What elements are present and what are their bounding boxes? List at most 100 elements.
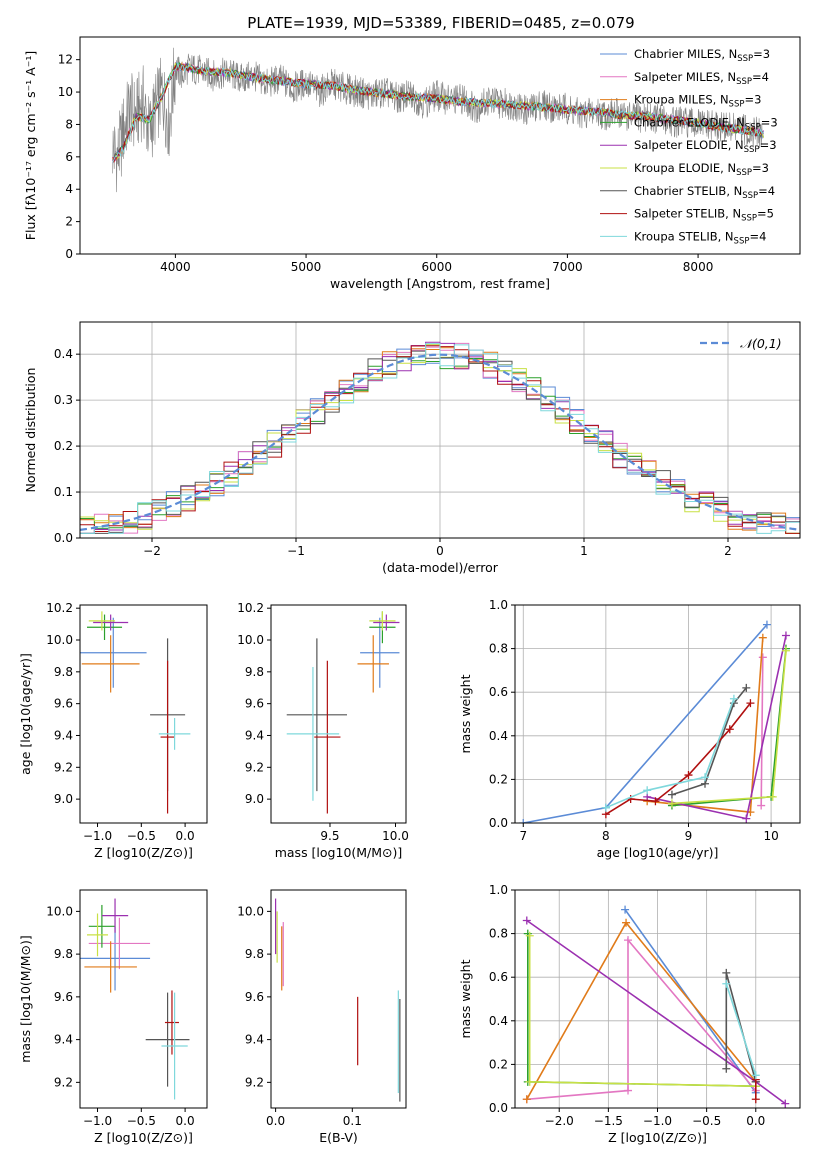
mass-vs-EBV-frame bbox=[270, 889, 407, 1109]
mass-vs-EBV-ytick-label: 9.2 bbox=[245, 1075, 264, 1089]
spectrum-ytick-label: 4 bbox=[65, 182, 73, 196]
series-marker bbox=[751, 1071, 760, 1080]
mass-weight-vs-Z-frame bbox=[514, 889, 801, 1109]
age-vs-mass-frame bbox=[270, 604, 407, 824]
mass-weight-vs-Z-xtick-label: 0.0 bbox=[746, 1114, 765, 1128]
spectrum-xlabel: wavelength [Angstrom, rest frame] bbox=[330, 276, 550, 291]
legend-entry: Chabrier MILES, NSSP=3 bbox=[634, 47, 770, 64]
residual-histogram-ytick-label: 0.3 bbox=[54, 393, 73, 407]
series-line bbox=[605, 702, 752, 815]
age-vs-mass-ytick-label: 9.2 bbox=[245, 760, 264, 774]
age-vs-Z-ytick-label: 10.2 bbox=[46, 601, 73, 615]
age-vs-Z-ytick-label: 9.4 bbox=[54, 728, 73, 742]
mass-vs-Z-ytick-label: 9.4 bbox=[54, 1033, 73, 1047]
mass-weight-vs-Z-ylabel: mass weight bbox=[458, 959, 473, 1038]
legend-entry: Chabrier STELIB, NSSP=4 bbox=[634, 184, 775, 201]
mass-weight-vs-Z-axes: −2.0 −1.5 −1.0 −0.5 0.0 0.0 0.2 0.4 0.6 0.8 1.0 Z [… bbox=[458, 883, 800, 1145]
spectrum-legend: Chabrier MILES, NSSP=3 Salpeter MILES, NS… bbox=[600, 47, 778, 246]
series-line bbox=[671, 648, 787, 807]
series-marker bbox=[651, 797, 660, 806]
mass-weight-vs-age-xtick-label: 8 bbox=[602, 829, 610, 843]
age-vs-Z-xtick-label: −0.5 bbox=[127, 829, 156, 843]
mass-vs-EBV-axes: 0.0 0.1 9.2 9.4 9.6 9.8 10.0 E(B-V) bbox=[237, 904, 362, 1145]
spectrum-xtick-label: 8000 bbox=[683, 260, 714, 274]
legend-entry: Salpeter ELODIE, NSSP=3 bbox=[634, 138, 777, 155]
age-vs-mass-ytick-label: 9.4 bbox=[245, 728, 264, 742]
spectrum-ytick-label: 8 bbox=[65, 117, 73, 131]
age-vs-Z-xtick-label: −1.0 bbox=[83, 829, 112, 843]
mass-weight-vs-Z-ytick-label: 0.0 bbox=[489, 1101, 508, 1115]
legend-entry: Kroupa ELODIE, NSSP=3 bbox=[634, 161, 769, 178]
series-marker bbox=[758, 633, 767, 642]
mass-vs-Z-ytick-label: 9.8 bbox=[54, 947, 73, 961]
legend-entry: Kroupa MILES, NSSP=3 bbox=[634, 93, 761, 110]
mass-weight-vs-Z-xtick-label: −1.5 bbox=[594, 1114, 623, 1128]
mass-weight-vs-Z-ytick-label: 1.0 bbox=[489, 883, 508, 897]
age-vs-Z-ytick-label: 10.0 bbox=[46, 633, 73, 647]
mass-weight-vs-Z-xtick-label: −2.0 bbox=[545, 1114, 574, 1128]
series-marker bbox=[725, 725, 734, 734]
series-marker bbox=[522, 916, 531, 925]
series-marker bbox=[522, 1095, 531, 1104]
age-vs-mass-xlabel: mass [log10(M/M⊙)] bbox=[275, 845, 403, 860]
series-marker bbox=[519, 819, 528, 823]
mass-vs-EBV-xlabel: E(B-V) bbox=[319, 1130, 358, 1145]
mass-vs-Z-ytick-label: 9.2 bbox=[54, 1075, 73, 1089]
age-vs-mass-xtick-label: 10.0 bbox=[382, 829, 409, 843]
mass-vs-Z-axes: −1.0 −0.5 0.0 9.2 9.4 9.6 9.8 10.0 Z [log10(Z/Z⊙… bbox=[18, 904, 195, 1145]
mass-weight-vs-Z-ytick-label: 0.8 bbox=[489, 927, 508, 941]
mass-vs-Z-xtick-label: 0.0 bbox=[176, 1114, 195, 1128]
spectrum-xtick-label: 6000 bbox=[421, 260, 452, 274]
legend-entry: Chabrier ELODIE, NSSP=3 bbox=[634, 115, 778, 132]
mass-vs-Z-ylabel: mass [log10(M/M⊙)] bbox=[18, 935, 33, 1063]
age-vs-Z-xtick-label: 0.0 bbox=[176, 829, 195, 843]
residual-histogram-plot-area bbox=[80, 341, 800, 534]
series-line bbox=[523, 624, 768, 823]
figure-title: PLATE=1939, MJD=53389, FIBERID=0485, z=0… bbox=[247, 14, 634, 32]
mass-vs-EBV-xtick-label: 0.1 bbox=[343, 1114, 362, 1128]
legend-entry: Salpeter STELIB, NSSP=5 bbox=[634, 207, 774, 224]
spectrum-ytick-label: 2 bbox=[65, 215, 73, 229]
mass-weight-vs-Z-plot-area bbox=[522, 905, 790, 1108]
series-line bbox=[526, 919, 786, 1105]
age-vs-Z-ytick-label: 9.8 bbox=[54, 665, 73, 679]
series-marker bbox=[601, 803, 610, 812]
mass-weight-vs-age-xtick-label: 9 bbox=[685, 829, 693, 843]
series-marker bbox=[729, 694, 738, 703]
series-marker bbox=[781, 1099, 790, 1108]
series-marker bbox=[701, 773, 709, 782]
series-marker bbox=[667, 790, 676, 799]
mass-vs-EBV-plot-area bbox=[275, 898, 401, 1102]
mass-weight-vs-age-xtick-label: 10 bbox=[763, 829, 778, 843]
mass-vs-Z-ytick-label: 10.0 bbox=[46, 904, 73, 918]
age-vs-mass-axes: 9.5 10.0 9.0 9.2 9.4 9.6 9.8 10.0 10.2 mass [log1… bbox=[237, 601, 409, 860]
series-line bbox=[526, 921, 757, 1100]
residual-histogram-frame bbox=[79, 321, 801, 539]
legend-entry: Salpeter MILES, NSSP=4 bbox=[634, 70, 769, 87]
mass-weight-vs-age-ytick-label: 0.8 bbox=[489, 642, 508, 656]
residual-histogram-ytick-label: 0.0 bbox=[54, 531, 73, 545]
series-marker bbox=[781, 646, 790, 655]
mass-weight-vs-Z-ytick-label: 0.4 bbox=[489, 1014, 508, 1028]
age-vs-mass-plot-area bbox=[286, 611, 400, 814]
series-marker bbox=[757, 801, 766, 810]
mass-weight-vs-age-xlabel: age [log10(age/yr)] bbox=[597, 845, 719, 860]
spectrum-ytick-label: 6 bbox=[65, 150, 73, 164]
series-marker bbox=[781, 631, 790, 640]
series-marker bbox=[722, 1064, 731, 1073]
spectrum-axes: 4000 5000 6000 7000 8000 0 2 4 6 8 10 12 wavelength … bbox=[23, 51, 713, 291]
mass-weight-vs-Z-xtick-label: −1.0 bbox=[643, 1114, 672, 1128]
residual-histogram-xtick-label: −2 bbox=[143, 544, 161, 558]
mass-weight-vs-Z-xlabel: Z [log10(Z/Z⊙)] bbox=[608, 1130, 707, 1145]
mass-weight-vs-age-ytick-label: 0.2 bbox=[489, 772, 508, 786]
series-marker bbox=[742, 683, 751, 692]
mass-vs-Z-ytick-label: 9.6 bbox=[54, 990, 73, 1004]
age-vs-Z-ytick-label: 9.2 bbox=[54, 760, 73, 774]
residual-histogram-xtick-label: 0 bbox=[436, 544, 444, 558]
mass-vs-EBV-ytick-label: 9.6 bbox=[245, 990, 264, 1004]
mass-vs-EBV-ytick-label: 10.0 bbox=[237, 904, 264, 918]
mass-weight-vs-age-plot-area bbox=[519, 620, 790, 823]
age-vs-mass-ytick-label: 9.8 bbox=[245, 665, 264, 679]
series-marker bbox=[643, 786, 652, 795]
mass-weight-vs-age-xtick-label: 7 bbox=[519, 829, 527, 843]
